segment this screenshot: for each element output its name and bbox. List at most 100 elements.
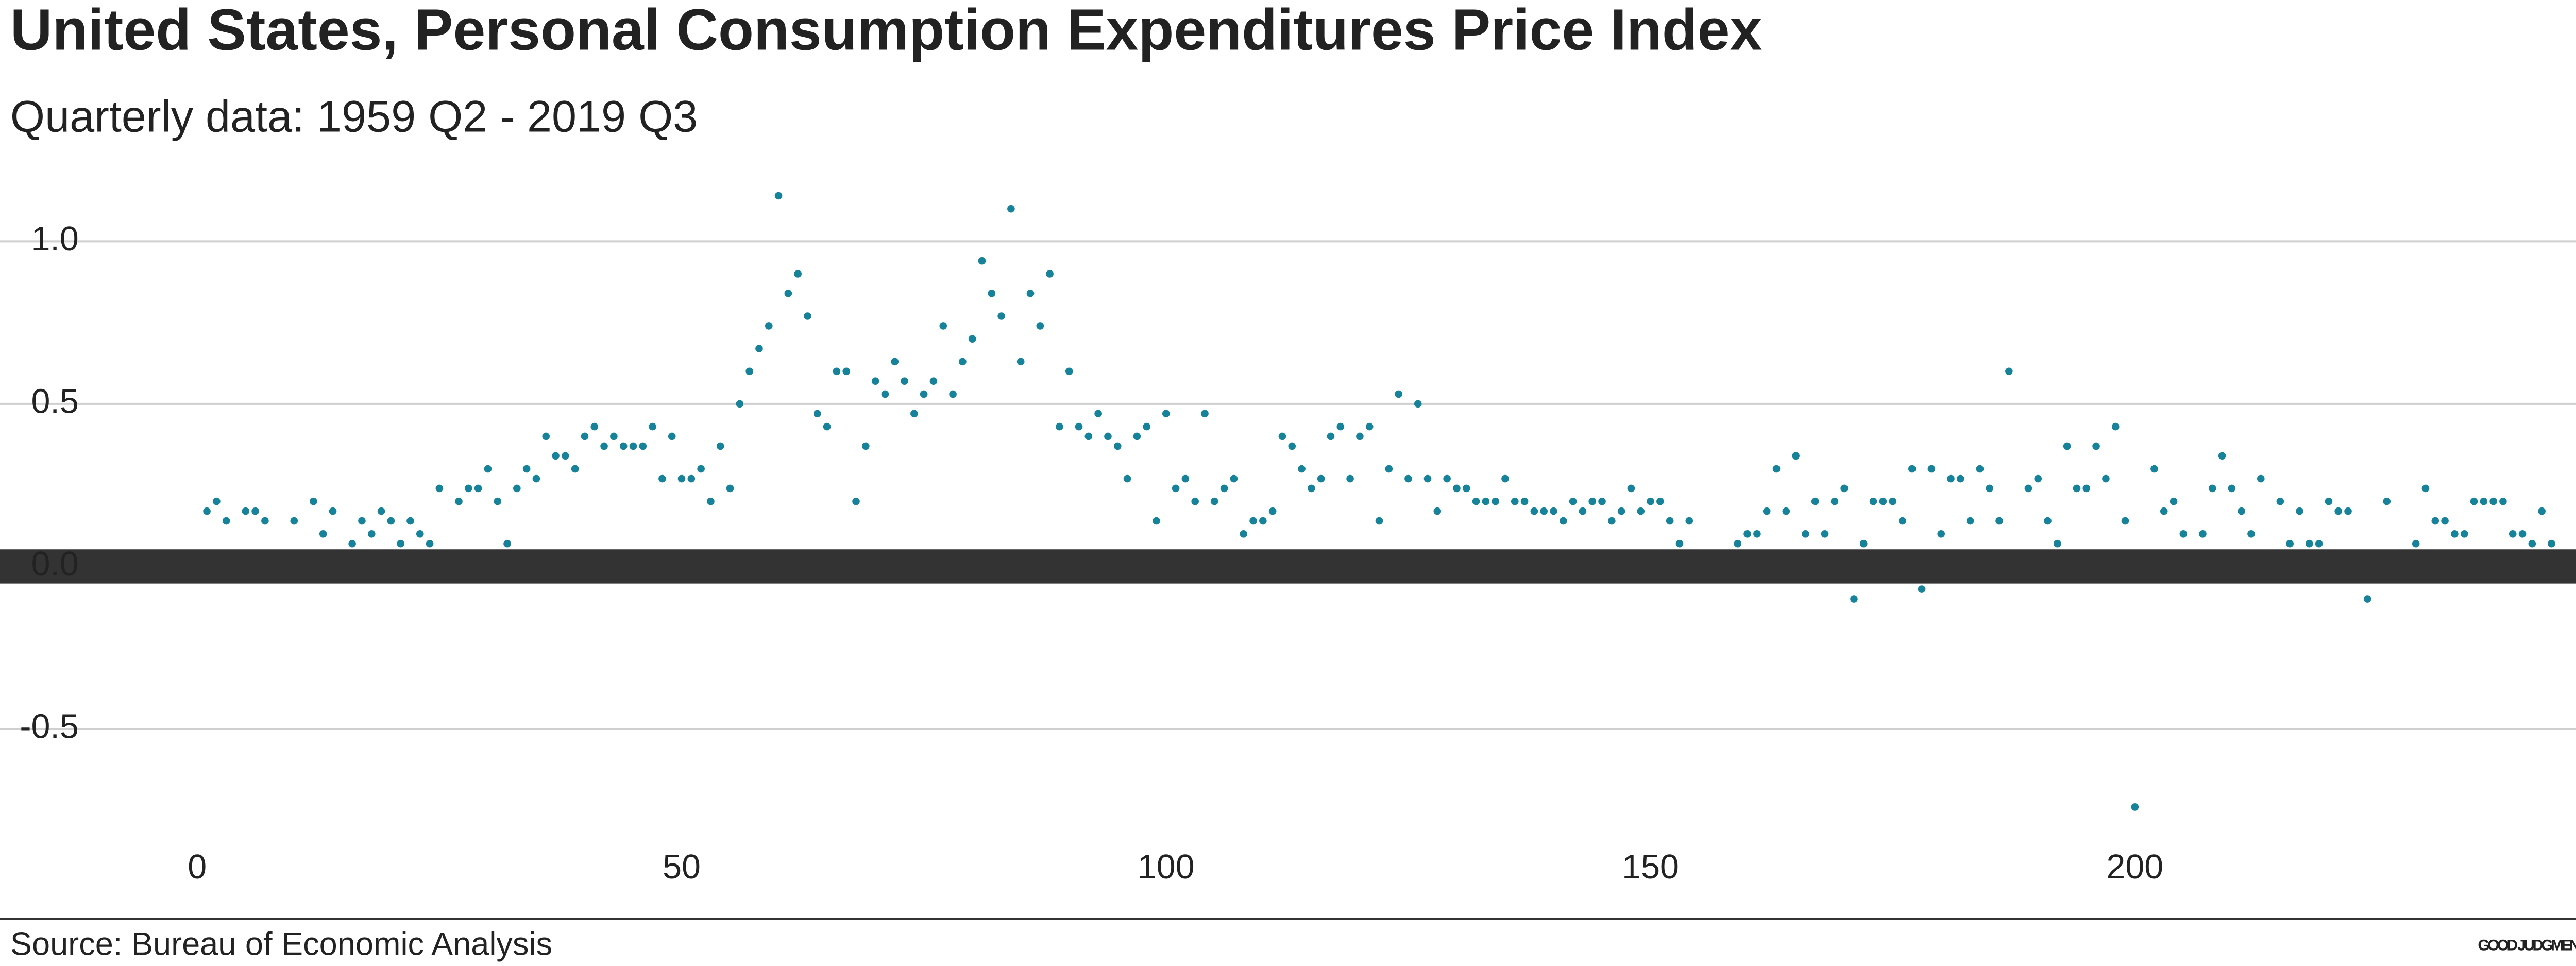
- point: [920, 390, 928, 398]
- point: [1831, 497, 1839, 505]
- point: [1569, 497, 1577, 505]
- point: [1588, 497, 1597, 505]
- point: [774, 192, 783, 200]
- point: [310, 497, 317, 505]
- point: [1220, 484, 1228, 493]
- point: [2121, 517, 2129, 525]
- point: [503, 539, 511, 548]
- point: [736, 400, 744, 408]
- point: [1520, 497, 1529, 505]
- point: [901, 377, 908, 385]
- point: [629, 442, 637, 450]
- point: [2247, 530, 2255, 538]
- point: [435, 484, 444, 493]
- point: [2296, 507, 2303, 515]
- point: [716, 442, 724, 450]
- point: [1278, 432, 1286, 440]
- point: [1743, 530, 1751, 538]
- point: [833, 367, 841, 376]
- point: [910, 410, 918, 418]
- point: [823, 422, 831, 431]
- point: [590, 422, 599, 431]
- point: [755, 345, 763, 352]
- point: [968, 335, 976, 343]
- point: [1172, 484, 1180, 493]
- point: [1550, 507, 1557, 515]
- point: [1123, 474, 1131, 483]
- point: [2228, 484, 2236, 493]
- point: [464, 484, 472, 493]
- point: [1734, 539, 1742, 548]
- point: [1084, 432, 1093, 440]
- point: [1356, 432, 1364, 440]
- point: [2111, 422, 2120, 431]
- point: [484, 465, 492, 473]
- point: [1249, 517, 1257, 525]
- point: [581, 432, 589, 440]
- point: [1201, 410, 1209, 418]
- point: [1230, 474, 1238, 483]
- y-tick-label: 0.5: [31, 382, 78, 420]
- point: [571, 465, 579, 473]
- point: [1656, 497, 1664, 505]
- point: [1918, 585, 1926, 593]
- point: [1016, 358, 1025, 366]
- plot: -0.50.00.51.0050100150200250: [0, 192, 2576, 886]
- point: [242, 507, 250, 515]
- point: [610, 432, 618, 440]
- point: [261, 517, 269, 525]
- point: [2082, 484, 2091, 493]
- point: [1540, 507, 1548, 515]
- point: [2179, 530, 2188, 538]
- point: [1986, 484, 1994, 493]
- point: [2451, 530, 2459, 538]
- point: [2208, 484, 2216, 493]
- source: Source: Bureau of Economic Analysis: [10, 926, 552, 962]
- point: [1559, 517, 1567, 525]
- point: [842, 367, 851, 376]
- point: [2131, 803, 2139, 811]
- point: [1143, 422, 1150, 431]
- point: [988, 290, 996, 297]
- point: [1268, 507, 1277, 515]
- point: [1859, 539, 1868, 548]
- point: [2218, 452, 2226, 460]
- point: [1608, 517, 1616, 525]
- point: [1511, 497, 1519, 505]
- point: [1492, 497, 1499, 505]
- point: [1879, 497, 1887, 505]
- point: [658, 474, 666, 483]
- point: [1404, 474, 1412, 483]
- point: [2238, 507, 2245, 515]
- point: [513, 484, 521, 493]
- point: [1772, 465, 1781, 473]
- point: [2344, 507, 2352, 515]
- point: [707, 497, 715, 505]
- point: [1782, 507, 1790, 515]
- point: [804, 312, 811, 320]
- y-tick-label: 1.0: [31, 220, 78, 258]
- x-tick-label: 50: [663, 848, 701, 886]
- point: [871, 377, 879, 385]
- point: [2383, 497, 2391, 505]
- point: [1685, 517, 1693, 525]
- x-tick-label: 150: [1622, 848, 1679, 886]
- point: [290, 517, 298, 525]
- point: [1046, 270, 1054, 278]
- point: [2480, 497, 2488, 505]
- point: [2470, 497, 2478, 505]
- point: [2306, 539, 2313, 548]
- point: [1792, 452, 1800, 460]
- point: [1414, 400, 1422, 408]
- point: [784, 290, 792, 297]
- point: [745, 367, 753, 376]
- point: [2150, 465, 2158, 473]
- point: [358, 517, 366, 525]
- point: [2170, 497, 2178, 505]
- point: [852, 497, 860, 505]
- point: [1181, 474, 1190, 483]
- point: [2063, 442, 2071, 450]
- point: [1298, 465, 1306, 473]
- x-tick-label: 0: [188, 848, 207, 886]
- point: [2005, 367, 2013, 376]
